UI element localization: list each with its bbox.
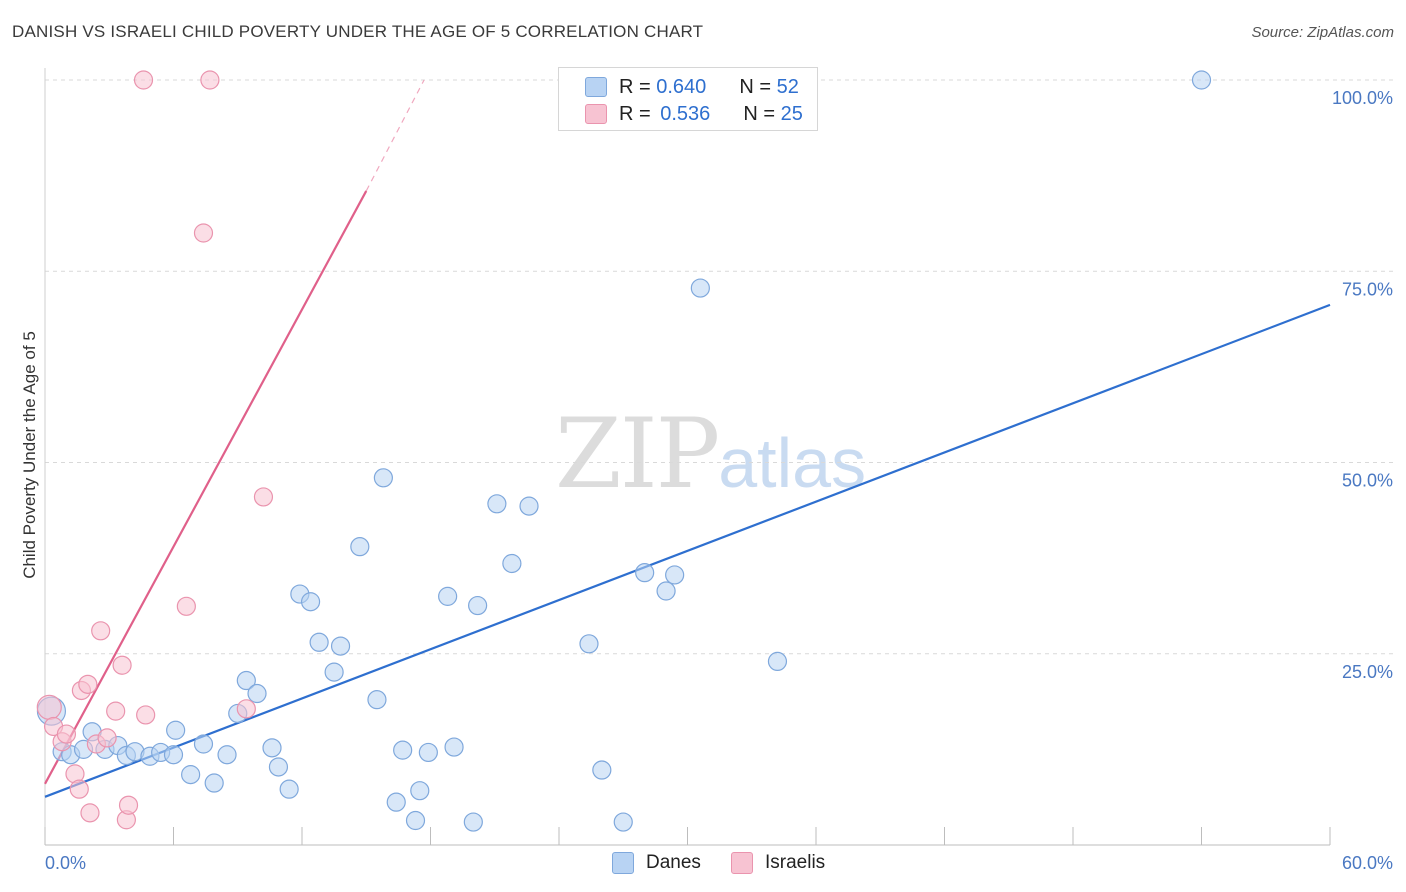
stats-legend: R = 0.640 N = 52 R = 0.536 N = 25 (558, 67, 818, 131)
danes-point-27 (330, 636, 351, 656)
israelis-point-0 (36, 694, 62, 720)
danes-r-label: R = (619, 75, 651, 98)
danes-point-24 (300, 592, 321, 612)
danes-point-34 (410, 781, 430, 801)
israelis-r-label: R = (619, 102, 651, 125)
israelis-n-value: 25 (780, 102, 803, 125)
danes-legend-label: Danes (646, 852, 701, 873)
danes-point-20 (262, 738, 282, 758)
danes-point-15 (204, 773, 224, 793)
danes-point-48 (665, 565, 685, 585)
danes-point-50 (767, 651, 788, 672)
israelis-point-20 (200, 70, 220, 90)
danes-point-36 (438, 586, 458, 606)
danes-point-26 (324, 662, 344, 682)
x-tick-label-max: 60.0% (1342, 853, 1393, 873)
danes-swatch (585, 77, 607, 97)
israelis-swatch (585, 104, 607, 124)
source-label: Source: ZipAtlas.com (1251, 24, 1394, 41)
danes-point-28 (350, 537, 370, 557)
danes-point-25 (309, 632, 329, 652)
y-tick-label-25: 25.0% (1342, 662, 1393, 682)
legend-item-danes[interactable]: Danes (612, 852, 701, 874)
legend-row-israelis: R = 0.536 N = 25 (585, 102, 803, 126)
israelis-point-3 (56, 724, 77, 744)
danes-r-value: 0.640 (656, 75, 707, 98)
israelis-point-17 (136, 705, 156, 725)
israelis-point-10 (91, 621, 111, 641)
danes-point-42 (519, 496, 539, 516)
danes-point-11 (163, 745, 184, 765)
danes-point-14 (193, 734, 214, 754)
danes-point-12 (166, 720, 186, 740)
danes-point-21 (268, 757, 289, 777)
danes-legend-swatch (612, 852, 634, 874)
israelis-point-13 (112, 655, 132, 675)
israelis-point-16 (133, 70, 154, 90)
danes-point-44 (592, 760, 612, 780)
israelis-trend-extension (365, 79, 425, 192)
danes-point-29 (367, 690, 387, 710)
israelis-r-value: 0.536 (660, 102, 711, 125)
israelis-point-22 (253, 487, 274, 507)
danes-point-43 (579, 634, 599, 654)
israelis-point-5 (69, 779, 89, 799)
danes-point-40 (487, 494, 507, 514)
danes-point-19 (247, 683, 267, 704)
israelis-point-8 (80, 803, 100, 823)
danes-point-22 (279, 779, 299, 799)
israelis-point-11 (97, 728, 117, 748)
legend-row-danes: R = 0.640 N = 52 (585, 75, 799, 99)
y-tick-label-50: 50.0% (1342, 471, 1393, 491)
danes-point-30 (373, 468, 393, 488)
danes-point-49 (690, 278, 710, 298)
legend-item-israelis[interactable]: Israelis (731, 852, 825, 874)
danes-point-18 (236, 670, 256, 691)
danes-point-39 (468, 595, 488, 616)
watermark-zip: ZIP (555, 398, 720, 510)
israelis-point-15 (118, 795, 139, 815)
y-tick-label-75: 75.0% (1342, 279, 1393, 299)
israelis-legend-label: Israelis (765, 852, 826, 873)
danes-point-31 (386, 792, 406, 812)
chart-title: DANISH VS ISRAELI CHILD POVERTY UNDER TH… (12, 22, 704, 41)
y-tick-label-100: 100.0% (1332, 88, 1393, 108)
danes-point-38 (463, 812, 483, 832)
watermark: ZIPatlas (555, 398, 866, 510)
danes-point-46 (635, 563, 655, 583)
danes-point-51 (1191, 70, 1212, 90)
danes-point-16 (217, 745, 237, 765)
israelis-point-21 (236, 699, 256, 719)
danes-point-13 (181, 765, 201, 785)
israelis-point-18 (176, 596, 196, 616)
israelis-legend-swatch (731, 852, 753, 874)
danes-point-35 (418, 742, 438, 763)
israelis-point-19 (193, 223, 214, 243)
danes-point-32 (393, 740, 413, 760)
israelis-point-12 (106, 701, 126, 721)
danes-point-37 (444, 737, 464, 757)
tick-labels: 25.0% 50.0% 75.0% 100.0% 0.0% 60.0% (45, 88, 1393, 873)
x-tick-label-min: 0.0% (45, 853, 86, 873)
axes (44, 68, 1331, 846)
israelis-n-label: N = (743, 102, 776, 125)
data-points (36, 70, 1212, 832)
israelis-trend-line (44, 190, 368, 785)
trend-lines (44, 79, 1331, 798)
danes-n-value: 52 (776, 75, 799, 98)
danes-point-45 (613, 812, 633, 832)
danes-point-41 (502, 553, 522, 574)
danes-trend-line (44, 303, 1331, 798)
grid (45, 79, 1395, 655)
israelis-point-7 (78, 674, 98, 694)
danes-n-label: N = (739, 75, 772, 98)
danes-point-47 (656, 581, 676, 601)
danes-point-33 (405, 810, 426, 831)
